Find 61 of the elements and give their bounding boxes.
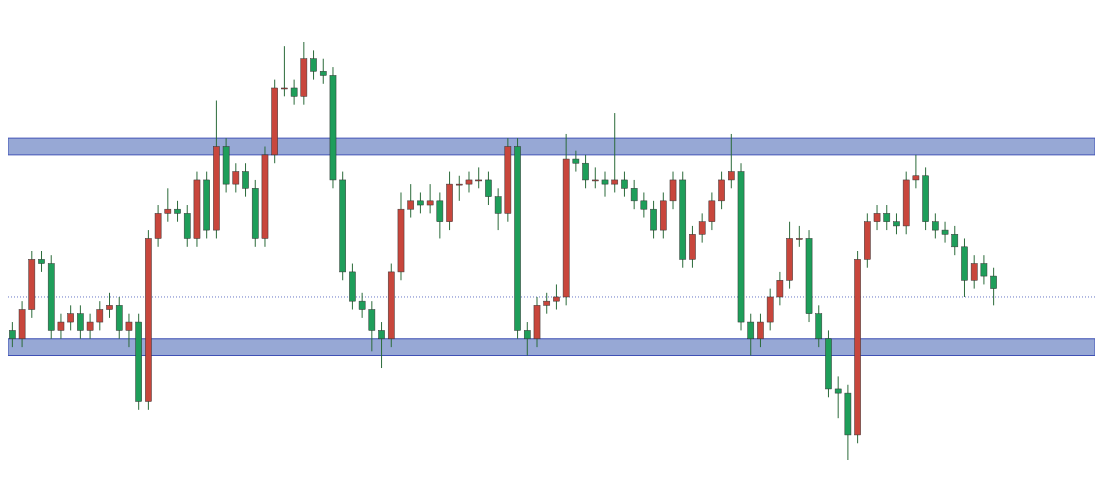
candlestick <box>621 171 628 198</box>
candlestick <box>319 58 327 85</box>
candlestick <box>407 183 415 219</box>
candlestick <box>164 187 172 223</box>
candlestick <box>232 162 240 193</box>
candlestick <box>582 154 589 189</box>
candlestick <box>57 313 65 340</box>
candlestick <box>572 150 580 173</box>
candlestick <box>38 250 45 273</box>
candlestick <box>523 321 531 356</box>
candlestick <box>669 171 677 210</box>
candlestick <box>601 171 609 198</box>
candlestick <box>630 179 638 210</box>
candlestick <box>465 171 473 193</box>
candlestick <box>494 187 502 231</box>
candlestick <box>436 191 444 239</box>
candlestick <box>290 79 298 106</box>
candlestick <box>708 191 716 231</box>
candlestick <box>990 267 997 306</box>
candlestick <box>834 375 842 419</box>
candlestick <box>378 321 385 369</box>
candlestick <box>893 212 900 235</box>
candlestick <box>980 254 988 285</box>
candlestick <box>67 304 74 331</box>
candlestick <box>417 191 424 214</box>
candlestick <box>951 225 959 256</box>
candlestick <box>932 212 939 239</box>
candlestick <box>281 45 288 97</box>
candlestick <box>242 162 249 198</box>
candlestick <box>174 200 181 223</box>
candlestick <box>125 313 133 348</box>
candlestick <box>873 204 881 231</box>
candlestick <box>455 175 463 202</box>
candlestick <box>883 204 891 231</box>
candlestick <box>757 313 764 348</box>
candlestick <box>591 166 599 189</box>
candlestick <box>970 254 978 290</box>
candlestick <box>796 225 803 248</box>
candlestick <box>9 321 16 348</box>
candlestick <box>728 133 735 189</box>
candlestick <box>650 200 657 239</box>
candlestick <box>640 191 648 219</box>
candlestick <box>310 49 317 81</box>
candlestick <box>475 166 483 189</box>
candlestick <box>698 212 706 244</box>
candlestick <box>77 304 84 340</box>
candlestick <box>368 300 376 352</box>
candlestick <box>358 292 366 319</box>
candlestick <box>553 283 560 311</box>
candlestick <box>776 271 784 306</box>
candlestick <box>718 171 725 210</box>
candlestick <box>86 313 94 340</box>
candlestick <box>96 300 104 331</box>
candlestick <box>912 154 920 189</box>
candlestick <box>543 292 551 315</box>
candlestick <box>941 221 949 244</box>
candlestick <box>747 313 755 356</box>
candlestick <box>611 112 619 193</box>
candlestick <box>485 171 492 206</box>
candlestick <box>106 292 113 319</box>
candlestick <box>426 183 434 214</box>
